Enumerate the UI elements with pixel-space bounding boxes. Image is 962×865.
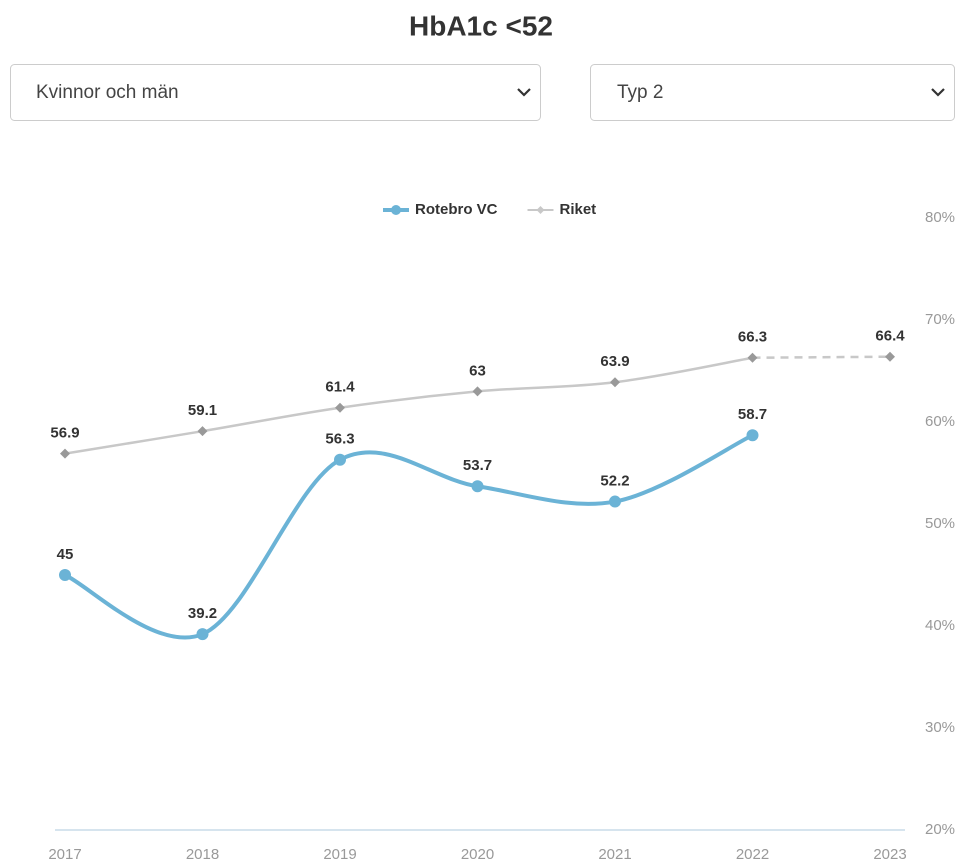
legend-label: Rotebro VC bbox=[415, 201, 498, 218]
data-label: 58.7 bbox=[738, 406, 767, 423]
point bbox=[746, 429, 759, 442]
y-tick-label: 30% bbox=[925, 719, 955, 736]
chart-title: HbA1c <52 bbox=[409, 10, 553, 41]
data-label: 59.1 bbox=[188, 402, 217, 419]
data-label: 52.2 bbox=[600, 473, 629, 490]
y-tick-label: 80% bbox=[925, 209, 955, 226]
y-tick-label: 70% bbox=[925, 311, 955, 328]
chevron[interactable] bbox=[517, 88, 531, 97]
chevron[interactable] bbox=[931, 88, 945, 97]
data-label: 63.9 bbox=[600, 353, 629, 370]
series-line bbox=[63, 433, 755, 640]
data-label: 61.4 bbox=[325, 379, 355, 396]
x-tick-label: 2017 bbox=[48, 846, 81, 863]
y-tick-label: 20% bbox=[925, 821, 955, 838]
x-tick-label: 2021 bbox=[598, 846, 631, 863]
legend-label: Riket bbox=[560, 201, 597, 218]
point bbox=[471, 480, 484, 493]
point bbox=[59, 569, 71, 581]
projection-line bbox=[752, 355, 891, 359]
y-tick-label: 40% bbox=[925, 617, 955, 634]
point bbox=[60, 448, 70, 459]
point bbox=[885, 351, 895, 362]
dropdown-value[interactable]: Typ 2 bbox=[617, 82, 663, 103]
x-tick-label: 2019 bbox=[323, 846, 356, 863]
dropdown[interactable]: Kvinnor och män bbox=[10, 64, 541, 121]
point bbox=[196, 628, 209, 641]
legend-marker bbox=[536, 206, 545, 214]
point bbox=[747, 352, 758, 363]
data-label: 56.9 bbox=[50, 425, 79, 442]
point bbox=[197, 426, 208, 437]
point bbox=[609, 495, 621, 508]
data-label: 63 bbox=[469, 362, 486, 379]
x-tick-label: 2020 bbox=[461, 846, 494, 863]
point bbox=[472, 386, 483, 397]
legend-marker bbox=[391, 205, 401, 215]
data-label: 56.3 bbox=[325, 431, 354, 448]
dropdown-box[interactable] bbox=[590, 64, 955, 121]
dropdown-box[interactable] bbox=[10, 64, 541, 121]
y-tick-label: 60% bbox=[925, 413, 955, 430]
data-label: 66.4 bbox=[875, 328, 905, 345]
x-tick-label: 2018 bbox=[186, 846, 219, 863]
series-line bbox=[63, 356, 754, 455]
point bbox=[334, 453, 346, 466]
point bbox=[335, 402, 345, 413]
data-label: 45 bbox=[57, 546, 74, 563]
point bbox=[610, 377, 620, 388]
dropdown-value[interactable]: Kvinnor och män bbox=[36, 82, 179, 103]
y-tick-label: 50% bbox=[925, 515, 955, 532]
dropdown[interactable]: Typ 2 bbox=[590, 64, 955, 121]
x-tick-label: 2023 bbox=[873, 846, 906, 863]
data-label: 66.3 bbox=[738, 329, 767, 346]
data-label: 53.7 bbox=[463, 457, 492, 474]
x-tick-label: 2022 bbox=[736, 846, 769, 863]
data-label: 39.2 bbox=[188, 605, 217, 622]
